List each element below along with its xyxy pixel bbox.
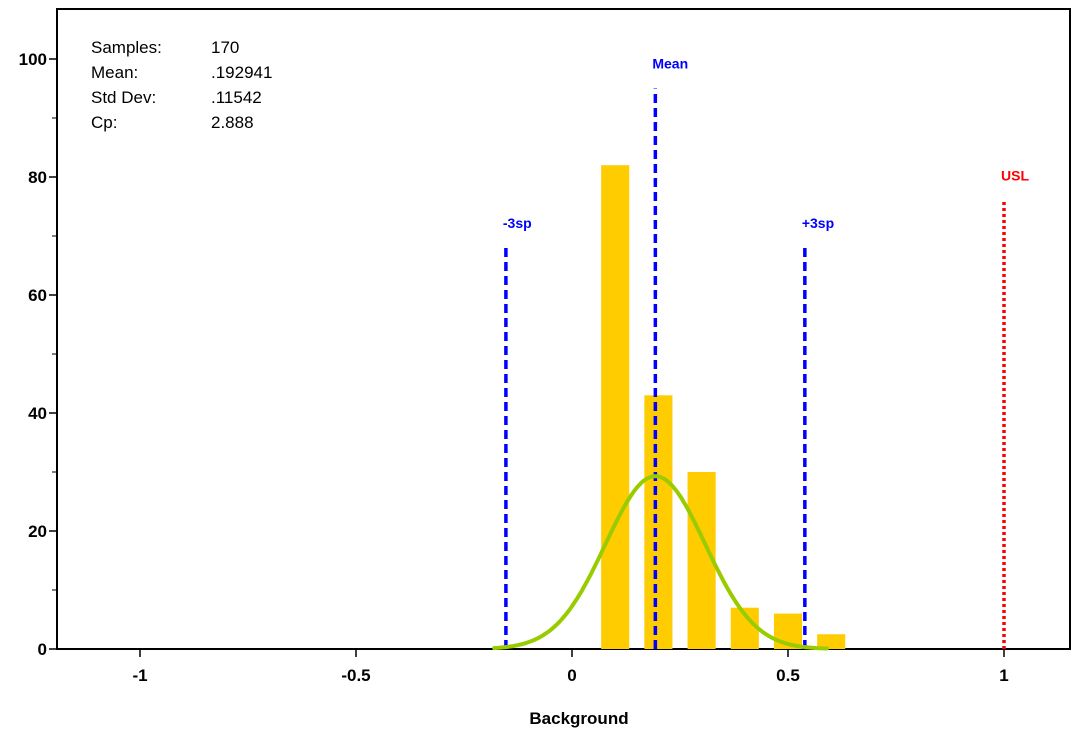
x-tick-label: 0.5 bbox=[776, 666, 800, 685]
stats-box: Samples: 170 Mean: .192941 Std Dev: .115… bbox=[91, 38, 272, 132]
stddev-label: Std Dev: bbox=[91, 88, 156, 107]
mean-value: .192941 bbox=[211, 63, 272, 82]
x-tick-label: 0 bbox=[567, 666, 576, 685]
y-tick-label: 100 bbox=[19, 50, 47, 69]
x-axis: -1 -0.5 0 0.5 1 bbox=[132, 649, 1009, 685]
histogram-bar bbox=[817, 634, 846, 649]
x-axis-title: Background bbox=[529, 709, 628, 728]
reference-lines: -3sp Mean +3sp USL bbox=[503, 56, 1029, 649]
x-tick-label: -0.5 bbox=[341, 666, 370, 685]
cp-value: 2.888 bbox=[211, 113, 254, 132]
normal-curve bbox=[492, 474, 829, 651]
histogram-bar bbox=[644, 395, 673, 649]
y-tick-label: 0 bbox=[38, 640, 47, 659]
plot-frame bbox=[56, 8, 1071, 650]
x-tick-label: -1 bbox=[132, 666, 147, 685]
ref-line-label: USL bbox=[1001, 168, 1029, 184]
ref-line-label: Mean bbox=[652, 56, 688, 72]
mean-label: Mean: bbox=[91, 63, 138, 82]
y-tick-label: 40 bbox=[28, 404, 47, 423]
ref-line-label: +3sp bbox=[802, 215, 834, 231]
samples-label: Samples: bbox=[91, 38, 162, 57]
y-tick-label: 20 bbox=[28, 522, 47, 541]
y-tick-label: 80 bbox=[28, 168, 47, 187]
normal-curve-path bbox=[492, 474, 829, 651]
x-tick-label: 1 bbox=[999, 666, 1008, 685]
y-tick-label: 60 bbox=[28, 286, 47, 305]
histogram-bar bbox=[601, 165, 630, 649]
samples-value: 170 bbox=[211, 38, 239, 57]
cp-label: Cp: bbox=[91, 113, 117, 132]
stddev-value: .11542 bbox=[211, 88, 262, 107]
ref-line-label: -3sp bbox=[503, 215, 532, 231]
y-axis: 0 20 40 60 80 100 bbox=[19, 50, 57, 659]
